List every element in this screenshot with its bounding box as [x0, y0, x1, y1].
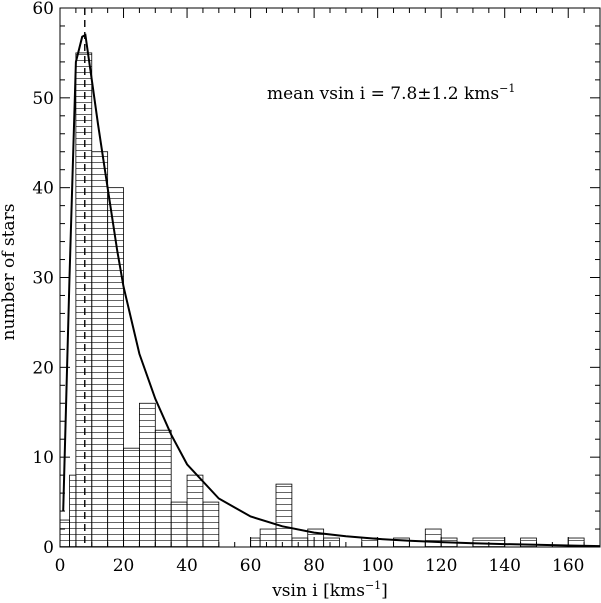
histogram-bar — [170, 501, 188, 548]
x-tick-label: 120 — [425, 556, 457, 576]
histogram-bar — [250, 537, 261, 548]
histogram-bar — [323, 537, 340, 548]
histogram-bar — [123, 447, 140, 548]
mean-annotation: mean vsin i = 7.8±1.2 kms−1 — [267, 82, 515, 104]
histogram-bar — [291, 537, 309, 548]
x-axis-label-close: ] — [381, 581, 388, 601]
histogram-bar — [259, 528, 277, 548]
histogram-bar — [69, 474, 77, 548]
histogram-bars — [59, 52, 585, 548]
histogram-bar — [186, 474, 204, 548]
histogram-bar — [202, 501, 220, 548]
tick-labels: 0 20 40 60 80 100 120 140 160 0 10 20 30 40 50 60 — [32, 0, 584, 576]
y-tick-label: 50 — [32, 89, 54, 109]
y-tick-label: 10 — [32, 448, 54, 468]
y-tick-label: 60 — [32, 0, 54, 19]
histogram-bar — [59, 519, 70, 548]
histogram-bar — [75, 52, 93, 548]
annotation-superscript: −1 — [499, 82, 515, 95]
x-tick-label: 60 — [240, 556, 262, 576]
histogram-bar — [154, 429, 172, 548]
histogram-bar — [275, 483, 293, 548]
y-tick-label: 0 — [43, 538, 54, 558]
histogram-bar — [139, 402, 156, 548]
y-tick-label: 20 — [32, 358, 54, 378]
x-axis-label-superscript: −1 — [365, 579, 381, 592]
fit-curve — [62, 33, 601, 548]
x-tick-label: 40 — [176, 556, 198, 576]
histogram-bar — [424, 528, 442, 548]
x-tick-label: 80 — [303, 556, 325, 576]
fit-curve-layer — [62, 8, 601, 548]
x-axis-label: vsin i [kms−1] — [271, 579, 388, 601]
y-axis-label: number of stars — [0, 204, 19, 341]
x-tick-label: 0 — [55, 556, 66, 576]
y-tick-label: 30 — [32, 269, 54, 289]
x-tick-label: 100 — [361, 556, 393, 576]
histogram-bar — [91, 151, 109, 548]
x-tick-label: 140 — [488, 556, 520, 576]
y-tick-label: 40 — [32, 179, 54, 199]
axis-ticks — [59, 7, 600, 548]
x-tick-label: 20 — [113, 556, 135, 576]
x-tick-label: 160 — [552, 556, 584, 576]
